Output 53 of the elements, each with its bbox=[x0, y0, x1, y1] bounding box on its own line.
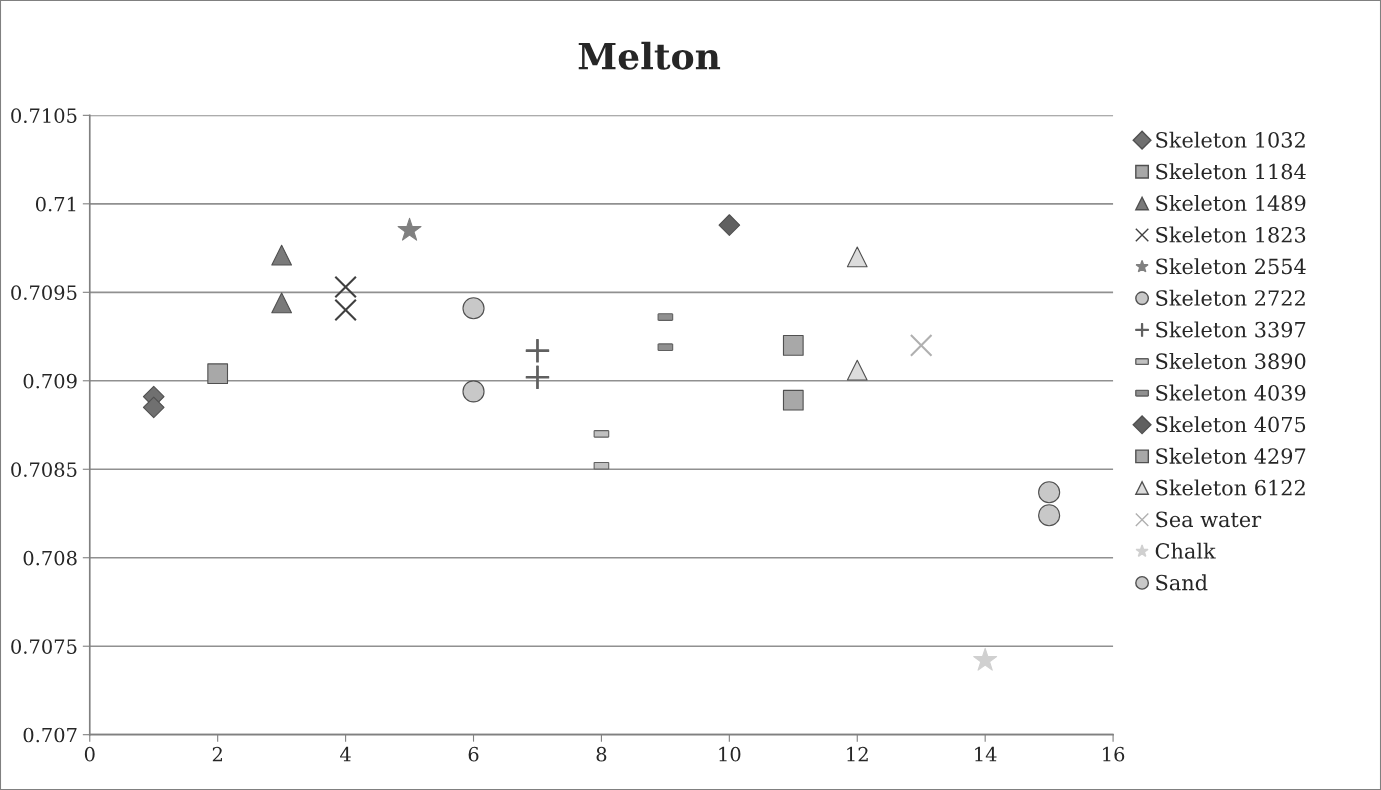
point bbox=[846, 359, 868, 381]
point bbox=[525, 338, 550, 363]
point bbox=[973, 647, 998, 671]
y-tick-label: 0.707 bbox=[23, 727, 77, 743]
point bbox=[271, 292, 293, 314]
y-tick-label: 0.709 bbox=[23, 373, 77, 389]
point bbox=[334, 298, 357, 322]
legend-label: Skeleton 3397 bbox=[1156, 321, 1306, 338]
chart-title: Melton bbox=[578, 41, 721, 70]
point bbox=[782, 389, 804, 411]
legend-label: Skeleton 1489 bbox=[1156, 194, 1306, 212]
x-tick-label: 14 bbox=[975, 746, 997, 762]
y-tick-label: 0.7085 bbox=[11, 462, 77, 477]
legend-label: Skeleton 4297 bbox=[1156, 447, 1306, 464]
point bbox=[207, 363, 229, 385]
x-tick-label: 8 bbox=[596, 746, 607, 762]
y-tick-label: 0.7095 bbox=[11, 285, 77, 300]
legend-label: Skeleton 4075 bbox=[1156, 416, 1306, 433]
legend-label: Sand bbox=[1156, 574, 1208, 591]
point bbox=[718, 214, 741, 236]
legend-label: Skeleton 1823 bbox=[1156, 226, 1306, 243]
x-tick-label: 6 bbox=[468, 746, 479, 762]
y-tick-label: 0.708 bbox=[23, 550, 77, 566]
point bbox=[846, 246, 868, 268]
point bbox=[1038, 504, 1061, 527]
point bbox=[525, 365, 550, 389]
legend-label: Skeleton 2722 bbox=[1156, 289, 1305, 306]
legend-label: Skeleton 1032 bbox=[1156, 131, 1305, 148]
point bbox=[1038, 481, 1061, 504]
legend-label: Chalk bbox=[1155, 542, 1216, 559]
point bbox=[334, 275, 357, 299]
y-tick-label: 0.7105 bbox=[11, 108, 77, 123]
legend-label: Skeleton 1184 bbox=[1156, 163, 1306, 180]
legend-label: Skeleton 4039 bbox=[1156, 384, 1306, 401]
x-tick-label: 4 bbox=[340, 746, 351, 762]
y-tick-label: 0.7075 bbox=[11, 639, 77, 654]
x-tick-label: 2 bbox=[212, 746, 222, 762]
point bbox=[462, 380, 485, 403]
legend-label: Skeleton 2554 bbox=[1156, 258, 1306, 275]
y-tick-label: 0.71 bbox=[35, 196, 76, 212]
legend-label: Sea water bbox=[1156, 511, 1262, 528]
legend-label: Skeleton 3890 bbox=[1156, 353, 1306, 370]
point bbox=[142, 396, 165, 419]
x-tick-label: 0 bbox=[84, 746, 95, 762]
point bbox=[782, 335, 804, 356]
x-tick-label: 16 bbox=[1103, 746, 1125, 762]
point bbox=[271, 244, 293, 266]
point bbox=[462, 297, 485, 320]
point bbox=[909, 334, 933, 357]
legend-label: Skeleton 6122 bbox=[1156, 479, 1305, 496]
point bbox=[397, 217, 422, 241]
x-tick-label: 10 bbox=[719, 746, 741, 762]
x-tick-label: 12 bbox=[847, 746, 868, 762]
